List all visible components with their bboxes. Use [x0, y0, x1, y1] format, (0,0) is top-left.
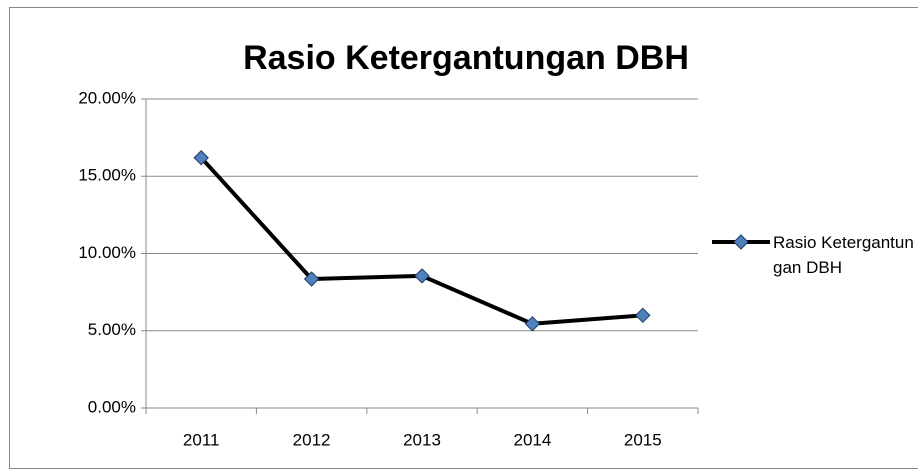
y-tick-label: 20.00%	[78, 88, 136, 107]
x-tick-label: 2012	[293, 430, 331, 449]
chart-border	[9, 7, 918, 469]
data-point	[303, 271, 320, 287]
data-point	[635, 307, 651, 324]
x-tick-label: 2011	[183, 430, 220, 449]
y-tick-label: 5.00%	[88, 320, 136, 339]
x-tick-label: 2013	[403, 430, 441, 449]
data-point	[193, 150, 209, 166]
x-tick-label: 2014	[513, 430, 551, 449]
y-tick-label: 15.00%	[78, 166, 136, 185]
chart-title: Rasio Ketergantungan DBH	[243, 39, 689, 77]
x-tick-label: 2015	[624, 430, 662, 449]
data-point	[524, 316, 541, 332]
data-point	[414, 268, 430, 284]
y-tick-label: 0.00%	[88, 397, 136, 416]
legend-marker	[733, 234, 749, 250]
y-tick-label: 10.00%	[78, 243, 136, 262]
legend-label: Rasio Ketergantungan DBH	[773, 233, 914, 277]
